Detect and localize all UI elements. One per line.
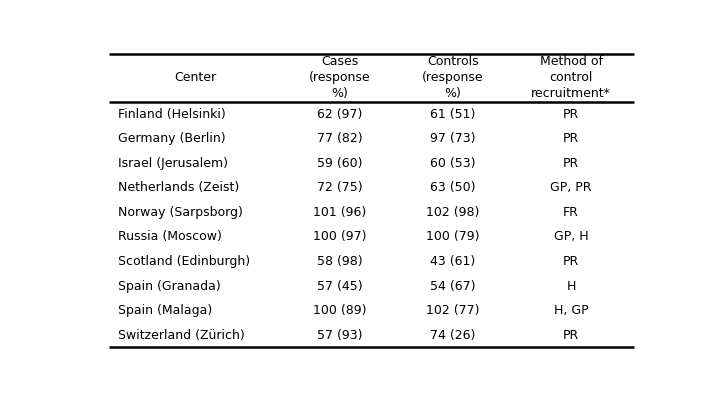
Text: PR: PR [563, 329, 579, 342]
Text: 100 (97): 100 (97) [313, 230, 367, 243]
Text: Netherlands (Zeist): Netherlands (Zeist) [118, 181, 240, 194]
Text: Spain (Granada): Spain (Granada) [118, 280, 221, 292]
Text: H, GP: H, GP [554, 304, 588, 317]
Text: GP, H: GP, H [554, 230, 588, 243]
Text: 100 (89): 100 (89) [313, 304, 367, 317]
Text: Finland (Helsinki): Finland (Helsinki) [118, 108, 226, 120]
Text: Germany (Berlin): Germany (Berlin) [118, 132, 226, 145]
Text: 54 (67): 54 (67) [430, 280, 475, 292]
Text: Spain (Malaga): Spain (Malaga) [118, 304, 212, 317]
Text: 97 (73): 97 (73) [430, 132, 475, 145]
Text: Cases
(response
%): Cases (response %) [309, 55, 371, 101]
Text: 77 (82): 77 (82) [317, 132, 363, 145]
Text: 61 (51): 61 (51) [430, 108, 475, 120]
Text: 60 (53): 60 (53) [430, 157, 475, 170]
Text: 102 (98): 102 (98) [426, 206, 480, 219]
Text: 57 (45): 57 (45) [317, 280, 363, 292]
Text: Israel (Jerusalem): Israel (Jerusalem) [118, 157, 228, 170]
Text: PR: PR [563, 157, 579, 170]
Text: Norway (Sarpsborg): Norway (Sarpsborg) [118, 206, 243, 219]
Text: Center: Center [174, 71, 217, 85]
Text: H: H [566, 280, 576, 292]
Text: 57 (93): 57 (93) [317, 329, 363, 342]
Text: Russia (Moscow): Russia (Moscow) [118, 230, 222, 243]
Text: Controls
(response
%): Controls (response %) [422, 55, 484, 101]
Text: 58 (98): 58 (98) [317, 255, 363, 268]
Text: 100 (79): 100 (79) [426, 230, 480, 243]
Text: GP, PR: GP, PR [551, 181, 592, 194]
Text: Method of
control
recruitment*: Method of control recruitment* [531, 55, 611, 101]
Text: 62 (97): 62 (97) [317, 108, 363, 120]
Text: 59 (60): 59 (60) [317, 157, 363, 170]
Text: PR: PR [563, 132, 579, 145]
Text: 43 (61): 43 (61) [430, 255, 475, 268]
Text: 102 (77): 102 (77) [426, 304, 480, 317]
Text: Switzerland (Zürich): Switzerland (Zürich) [118, 329, 245, 342]
Text: PR: PR [563, 108, 579, 120]
Text: Scotland (Edinburgh): Scotland (Edinburgh) [118, 255, 250, 268]
Text: 74 (26): 74 (26) [430, 329, 475, 342]
Text: 72 (75): 72 (75) [317, 181, 363, 194]
Text: 63 (50): 63 (50) [430, 181, 475, 194]
Text: FR: FR [563, 206, 579, 219]
Text: 101 (96): 101 (96) [313, 206, 367, 219]
Text: PR: PR [563, 255, 579, 268]
